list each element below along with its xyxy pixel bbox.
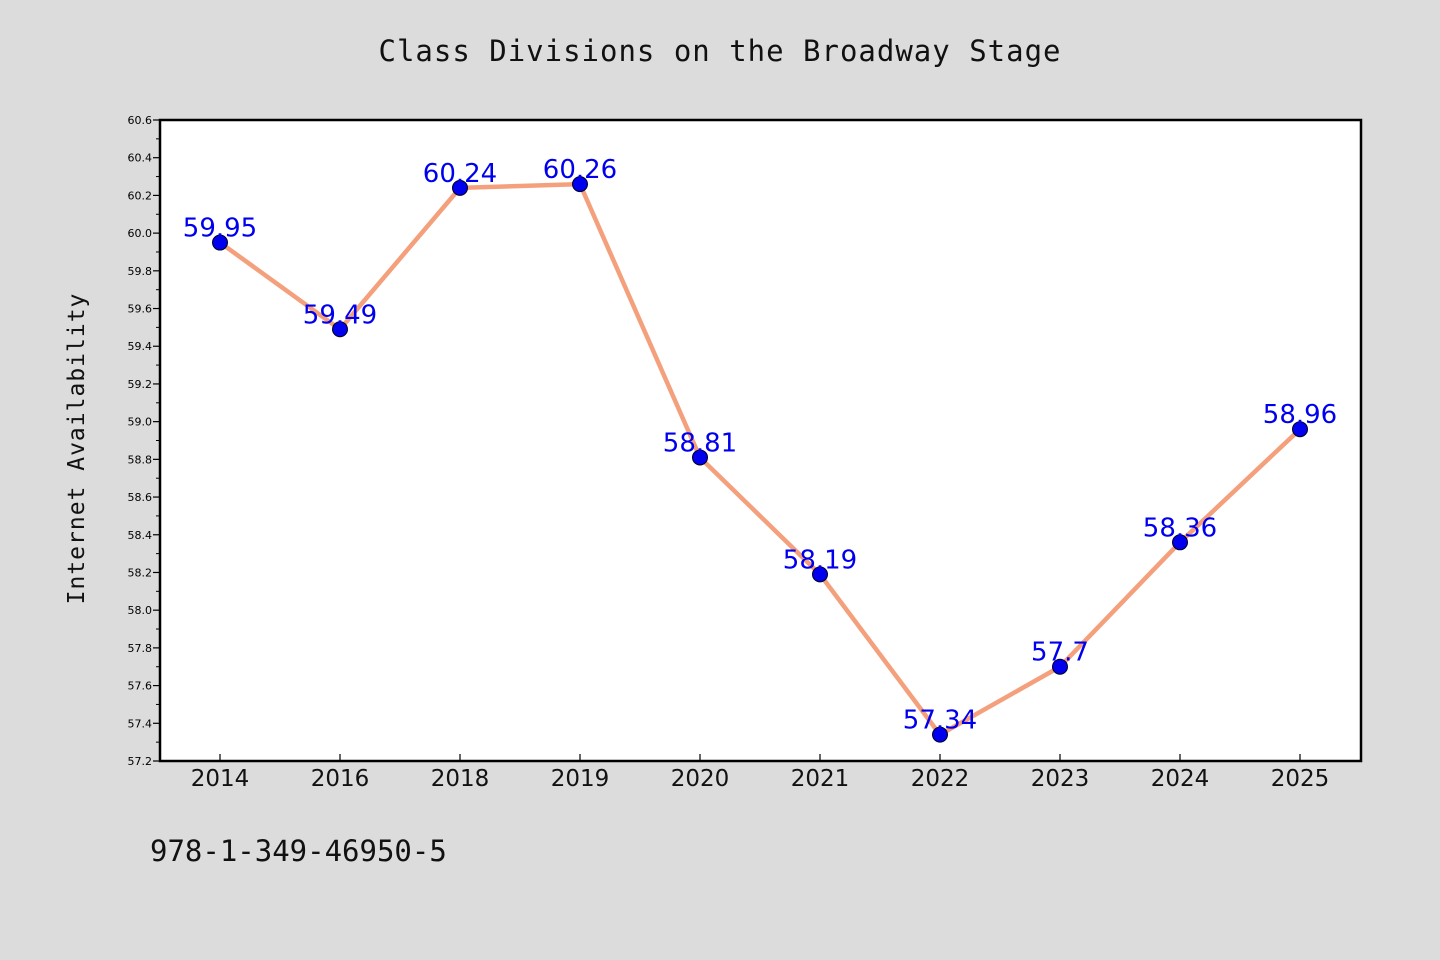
y-tick-label: 60.4 <box>128 152 153 165</box>
y-tick-label: 60.6 <box>128 114 153 127</box>
y-tick-label: 59.8 <box>128 265 153 278</box>
x-tick-label: 2025 <box>1271 766 1330 792</box>
y-tick-label: 57.2 <box>128 755 153 768</box>
y-tick-label: 59.2 <box>128 378 153 391</box>
isbn-label: 978-1-349-46950-5 <box>150 834 447 868</box>
x-tick-label: 2021 <box>791 766 850 792</box>
y-tick-label: 60.0 <box>128 227 153 240</box>
data-label: 58.36 <box>1143 513 1217 543</box>
y-tick-label: 58.4 <box>128 529 153 542</box>
data-point <box>1172 534 1188 551</box>
x-tick-label: 2020 <box>671 766 730 792</box>
y-tick-label: 57.4 <box>128 717 153 730</box>
y-tick-label: 57.6 <box>128 680 153 693</box>
data-point <box>1052 658 1068 675</box>
data-label: 60.26 <box>543 155 617 185</box>
y-tick-label: 59.4 <box>128 340 153 353</box>
y-tick-label: 60.2 <box>128 189 153 202</box>
data-point <box>332 321 348 338</box>
data-label: 58.81 <box>663 428 737 458</box>
x-tick-label: 2018 <box>431 766 490 792</box>
y-tick-label: 58.8 <box>128 453 153 466</box>
x-tick-label: 2014 <box>191 766 250 792</box>
series-layer: 59.95 59.49 60.24 60.26 58.81 58.19 57.34 57.7 5… <box>183 155 1337 743</box>
y-axis-title: Internet Availability <box>64 293 90 605</box>
data-point <box>1292 421 1308 438</box>
y-tick-label: 58.2 <box>128 566 153 579</box>
data-point <box>212 234 228 251</box>
data-point <box>812 566 828 583</box>
chart-title: Class Divisions on the Broadway Stage <box>378 34 1062 68</box>
data-point <box>692 449 708 466</box>
data-label: 58.96 <box>1263 400 1337 430</box>
x-tick-label: 2024 <box>1151 766 1210 792</box>
x-tick-label: 2023 <box>1031 766 1090 792</box>
data-label: 57.7 <box>1031 638 1089 668</box>
data-label: 58.19 <box>783 545 857 575</box>
data-label: 59.49 <box>303 300 377 330</box>
data-point <box>572 176 588 193</box>
data-point <box>932 726 948 743</box>
y-tick-label: 59.0 <box>128 416 153 429</box>
y-axis: 57.2 57.4 57.6 57.8 58.0 58.2 58.4 58.6 58.8 59.0… <box>128 114 160 768</box>
x-tick-label: 2019 <box>551 766 610 792</box>
data-label: 57.34 <box>903 706 977 736</box>
data-label: 59.95 <box>183 214 257 244</box>
x-tick-label: 2022 <box>911 766 970 792</box>
x-axis: 2014 2016 2018 2019 2020 2021 2022 2023 2024 2025 <box>191 754 1330 792</box>
y-tick-label: 59.6 <box>128 303 153 316</box>
data-point <box>452 179 468 196</box>
y-tick-label: 57.8 <box>128 642 153 655</box>
y-tick-label: 58.6 <box>128 491 153 504</box>
x-tick-label: 2016 <box>311 766 370 792</box>
plot-area <box>158 118 1363 763</box>
y-tick-label: 58.0 <box>128 604 153 617</box>
series-line <box>217 181 1303 737</box>
data-label: 60.24 <box>423 159 497 189</box>
